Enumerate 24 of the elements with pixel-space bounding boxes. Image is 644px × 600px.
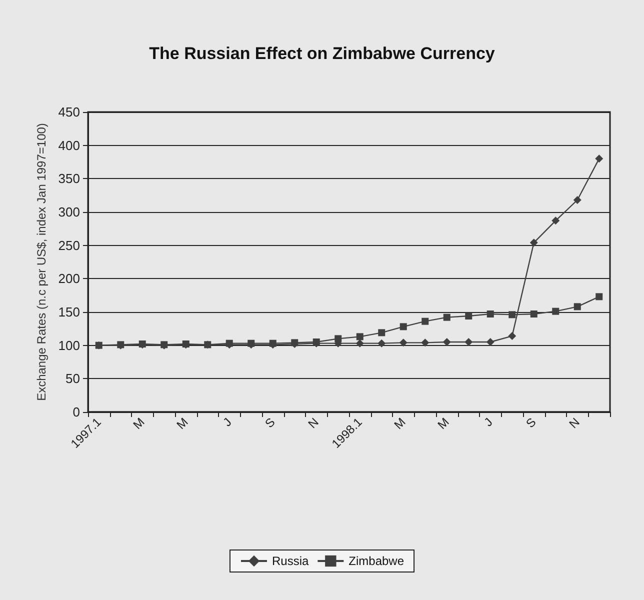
x-tick-label: M bbox=[391, 415, 408, 432]
y-tick-label: 150 bbox=[58, 304, 80, 320]
x-tick-label: J bbox=[481, 415, 496, 430]
y-tick-label: 0 bbox=[72, 404, 80, 420]
y-tick-label: 300 bbox=[58, 204, 80, 220]
y-tick-label: 50 bbox=[66, 371, 80, 386]
y-tick-label: 250 bbox=[58, 238, 80, 253]
x-tick-label: J bbox=[220, 415, 234, 430]
y-tick-label: 400 bbox=[58, 138, 80, 153]
x-tick-label: M bbox=[434, 415, 452, 432]
y-tick-label: 100 bbox=[58, 338, 80, 353]
x-tick-label: M bbox=[174, 415, 191, 432]
chart-title: The Russian Effect on Zimbabwe Currency bbox=[149, 44, 496, 63]
y-tick-label: 450 bbox=[58, 104, 80, 120]
y-tick-label: 200 bbox=[58, 271, 80, 286]
y-axis-title: Exchange Rates (n.c per US$, index Jan 1997=100) bbox=[34, 123, 48, 401]
x-tick-label: N bbox=[305, 415, 322, 432]
x-tick-label: M bbox=[130, 415, 148, 432]
x-tick-label: S bbox=[523, 415, 539, 431]
x-tick-label: N bbox=[566, 415, 582, 432]
x-tick-label: S bbox=[262, 415, 278, 431]
y-tick-label: 350 bbox=[58, 171, 80, 186]
legend-label: Russia bbox=[272, 554, 309, 568]
legend-label: Zimbabwe bbox=[348, 554, 404, 568]
